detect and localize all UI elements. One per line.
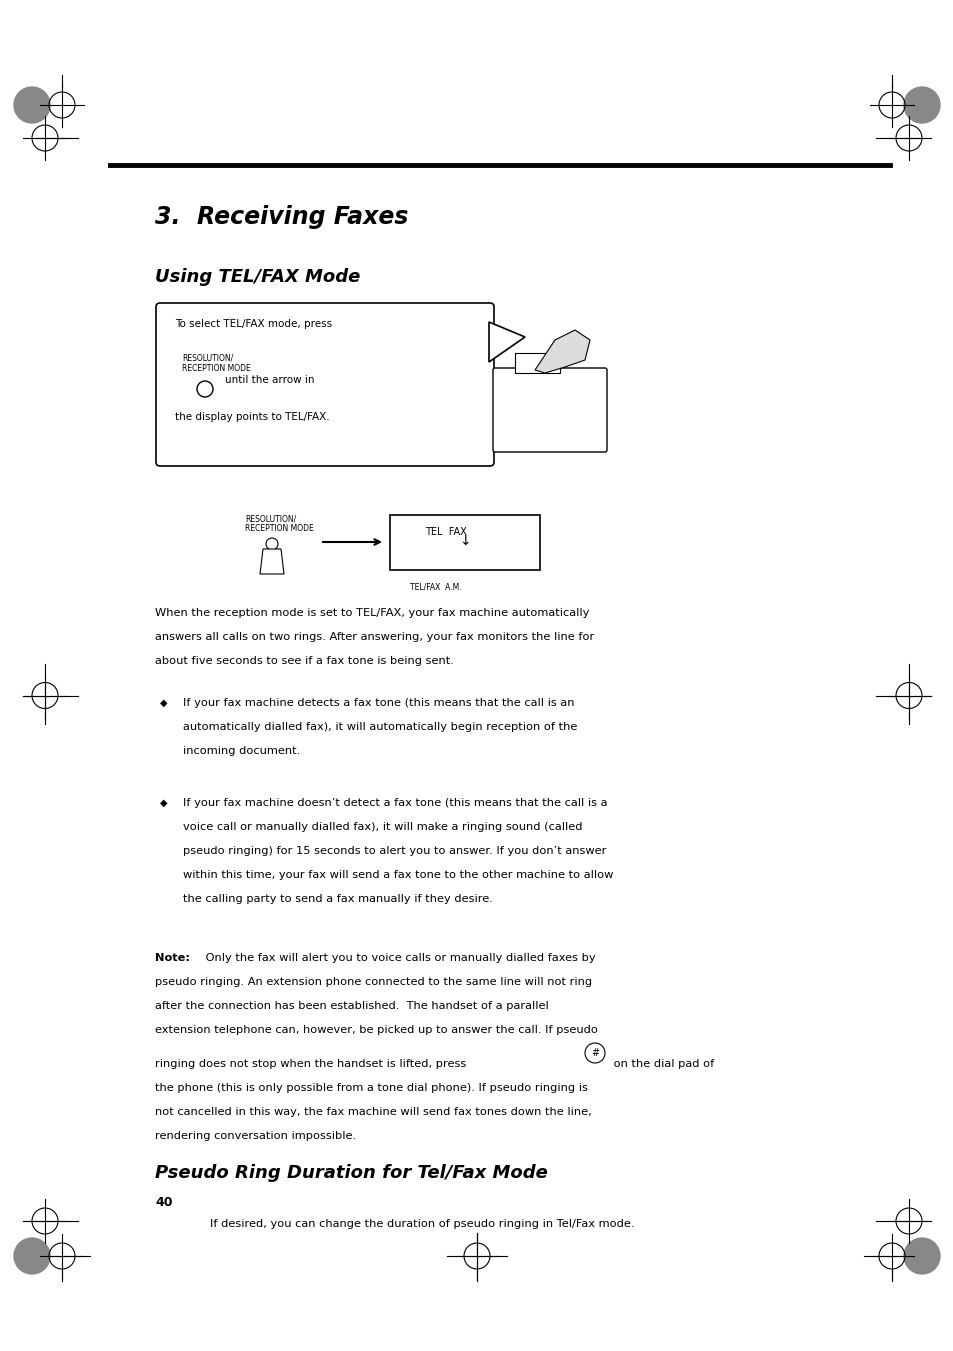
Polygon shape [489, 322, 524, 362]
Text: 40: 40 [154, 1196, 172, 1209]
Circle shape [903, 86, 939, 123]
Text: TEL  FAX: TEL FAX [424, 527, 466, 536]
Polygon shape [260, 549, 284, 574]
Text: automatically dialled fax), it will automatically begin reception of the: automatically dialled fax), it will auto… [183, 721, 577, 732]
Polygon shape [535, 330, 589, 373]
Text: on the dial pad of: on the dial pad of [609, 1059, 714, 1069]
Text: ◆: ◆ [160, 798, 168, 808]
Text: If desired, you can change the duration of pseudo ringing in Tel/Fax mode.: If desired, you can change the duration … [210, 1219, 634, 1229]
Text: about five seconds to see if a fax tone is being sent.: about five seconds to see if a fax tone … [154, 657, 454, 666]
Text: RESOLUTION/
RECEPTION MODE: RESOLUTION/ RECEPTION MODE [182, 354, 251, 373]
Text: pseudo ringing) for 15 seconds to alert you to answer. If you don’t answer: pseudo ringing) for 15 seconds to alert … [183, 846, 606, 857]
Text: voice call or manually dialled fax), it will make a ringing sound (called: voice call or manually dialled fax), it … [183, 821, 582, 832]
Text: the phone (this is only possible from a tone dial phone). If pseudo ringing is: the phone (this is only possible from a … [154, 1084, 587, 1093]
Text: rendering conversation impossible.: rendering conversation impossible. [154, 1131, 355, 1142]
Text: ringing does not stop when the handset is lifted, press: ringing does not stop when the handset i… [154, 1059, 470, 1069]
Text: the display points to TEL/FAX.: the display points to TEL/FAX. [174, 412, 330, 422]
Text: Using TEL/FAX Mode: Using TEL/FAX Mode [154, 267, 360, 286]
Text: Only the fax will alert you to voice calls or manually dialled faxes by: Only the fax will alert you to voice cal… [202, 952, 595, 963]
Text: RESOLUTION/
RECEPTION MODE: RESOLUTION/ RECEPTION MODE [245, 513, 314, 534]
Text: 3.  Receiving Faxes: 3. Receiving Faxes [154, 205, 408, 230]
Text: If your fax machine detects a fax tone (this means that the call is an: If your fax machine detects a fax tone (… [183, 698, 574, 708]
Text: When the reception mode is set to TEL/FAX, your fax machine automatically: When the reception mode is set to TEL/FA… [154, 608, 589, 617]
Text: If your fax machine doesn’t detect a fax tone (this means that the call is a: If your fax machine doesn’t detect a fax… [183, 798, 607, 808]
Circle shape [14, 86, 50, 123]
Text: #: # [590, 1048, 598, 1058]
Text: Pseudo Ring Duration for Tel/Fax Mode: Pseudo Ring Duration for Tel/Fax Mode [154, 1165, 547, 1182]
Text: extension telephone can, however, be picked up to answer the call. If pseudo: extension telephone can, however, be pic… [154, 1025, 598, 1035]
Text: Note:: Note: [154, 952, 190, 963]
Text: answers all calls on two rings. After answering, your fax monitors the line for: answers all calls on two rings. After an… [154, 632, 594, 642]
Text: not cancelled in this way, the fax machine will send fax tones down the line,: not cancelled in this way, the fax machi… [154, 1106, 591, 1117]
Text: pseudo ringing. An extension phone connected to the same line will not ring: pseudo ringing. An extension phone conne… [154, 977, 592, 988]
FancyBboxPatch shape [493, 367, 606, 453]
Text: until the arrow in: until the arrow in [225, 376, 314, 385]
Circle shape [903, 1238, 939, 1274]
Text: after the connection has been established.  The handset of a parallel: after the connection has been establishe… [154, 1001, 548, 1011]
Text: TEL/FAX  A.M.: TEL/FAX A.M. [410, 582, 461, 590]
Text: the calling party to send a fax manually if they desire.: the calling party to send a fax manually… [183, 894, 493, 904]
FancyBboxPatch shape [156, 303, 494, 466]
Text: ◆: ◆ [160, 698, 168, 708]
Polygon shape [515, 353, 559, 373]
Text: incoming document.: incoming document. [183, 746, 300, 757]
Bar [390, 515, 539, 570]
Text: To select TEL/FAX mode, press: To select TEL/FAX mode, press [174, 319, 332, 330]
Circle shape [14, 1238, 50, 1274]
Text: within this time, your fax will send a fax tone to the other machine to allow: within this time, your fax will send a f… [183, 870, 613, 880]
Text: ↓: ↓ [458, 534, 471, 547]
